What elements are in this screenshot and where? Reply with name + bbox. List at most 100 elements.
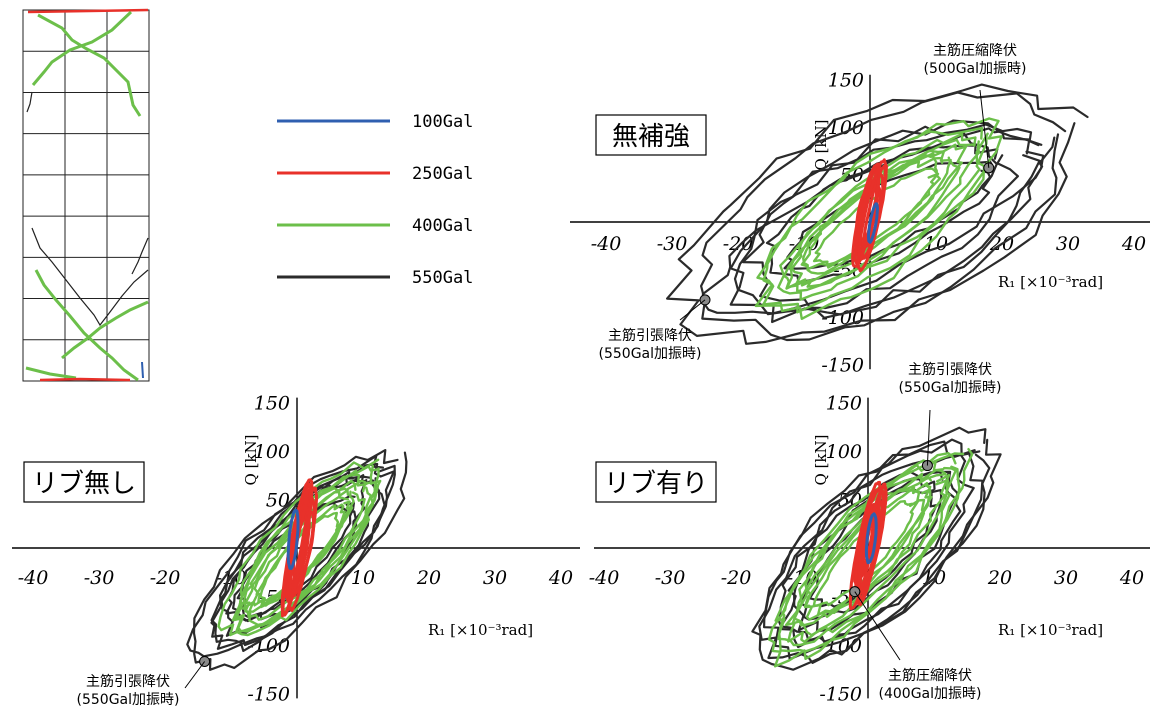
x-axis-title: R₁ [×10⁻³rad] (428, 621, 533, 639)
hysteresis-loop (729, 119, 1045, 324)
hysteresis-loop (242, 479, 373, 628)
crack-black-2 (31, 227, 149, 327)
x-tick-label: -40 (589, 567, 620, 589)
hysteresis-loop (765, 144, 1004, 284)
x-tick-label: 20 (987, 567, 1012, 589)
hysteresis-loop (790, 149, 961, 288)
hysteresis-loop (800, 157, 941, 270)
x-tick-label: -20 (150, 567, 181, 589)
x-tick-label: 40 (1121, 233, 1146, 255)
annotation-text: (500Gal加振時) (924, 61, 1027, 77)
hysteresis-loop (234, 465, 380, 633)
y-tick-label: 100 (254, 441, 290, 463)
hysteresis-loop (259, 511, 340, 605)
hysteresis-loop (767, 448, 974, 668)
x-tick-label: 30 (483, 567, 507, 589)
annotation-leader (854, 591, 901, 661)
hysteresis-loop (778, 453, 975, 649)
y-tick-label: 100 (828, 117, 864, 139)
annotation-text: 主筋圧縮降伏 (933, 42, 1017, 59)
crack-red-top (27, 8, 149, 14)
annotation-text: 主筋引張降伏 (908, 361, 992, 378)
x-tick-label: 20 (416, 567, 441, 589)
y-tick-label: 100 (826, 441, 862, 463)
crack-green-1 (37, 13, 142, 117)
panel-label-box (595, 114, 707, 156)
x-tick-label: -30 (84, 567, 115, 589)
x-tick-label: 30 (1056, 233, 1080, 255)
legend: 100Gal 250Gal 400Gal 550Gal (277, 112, 473, 288)
x-tick-label: 10 (351, 567, 375, 589)
y-axis-title: Q [kN] (242, 435, 260, 486)
hysteresis-loop (666, 83, 1089, 345)
hysteresis-loop (751, 426, 1002, 671)
x-tick-label: 40 (548, 567, 573, 589)
panel-label: リブ有り (604, 469, 708, 499)
hysteresis-loop (286, 508, 300, 570)
annotation-text: (550Gal加振時) (77, 692, 180, 708)
annotation-text: (550Gal加振時) (899, 380, 1002, 396)
y-tick-label: -150 (821, 355, 864, 377)
annotation-leader (979, 89, 990, 168)
hysteresis-loop (864, 512, 878, 565)
hysteresis-loop (287, 486, 318, 612)
x-tick-label: -40 (18, 567, 49, 589)
y-axis-title: Q [kN] (812, 435, 830, 486)
crack-black-1 (26, 91, 33, 113)
annotation-leader (926, 409, 931, 466)
annotation-text: (550Gal加振時) (599, 346, 702, 362)
x-tick-label: 40 (1119, 567, 1144, 589)
panel-with-rib: -40 -30 -20 -10 10 20 30 4015010050-50-100-150Q… (589, 361, 1150, 706)
y-tick-label: 150 (826, 393, 862, 415)
legend-label: 250Gal (412, 164, 473, 184)
hysteresis-loop (192, 449, 408, 671)
annotation-leader (184, 661, 206, 689)
panel-label: 無補強 (612, 122, 690, 152)
panel-no-reinforcement: -40 -30 -20 -10 10 20 30 4015010050-50-100-150Q… (570, 42, 1150, 377)
crack-red-bottom (39, 377, 131, 382)
crack-lines (25, 8, 149, 382)
x-tick-label: -30 (655, 567, 686, 589)
annotation-leader (679, 299, 706, 321)
crack-diagram (22, 8, 150, 382)
hysteresis-loop (856, 158, 888, 273)
crack-blue (141, 361, 144, 379)
legend-label: 550Gal (412, 268, 473, 288)
crack-green-4 (61, 300, 149, 360)
hysteresis-loop (867, 202, 879, 244)
y-tick-label: 50 (266, 490, 290, 512)
hysteresis-loop (777, 132, 988, 301)
series-100Gal (286, 508, 300, 570)
series-250Gal (851, 158, 888, 273)
y-tick-label: 150 (828, 70, 864, 92)
y-tick-label: 150 (254, 393, 290, 415)
y-axis-title: Q [kN] (812, 120, 830, 171)
x-tick-label: -30 (657, 233, 688, 255)
crack-diagram-frame (22, 9, 150, 382)
panel-label-box (595, 461, 717, 503)
crack-green-2 (31, 10, 133, 86)
crack-diagram-grid (23, 10, 149, 381)
crack-green-3 (34, 269, 139, 382)
panel-label: リブ無し (32, 469, 136, 499)
series-100Gal (867, 202, 879, 244)
series-400Gal (754, 117, 1003, 320)
x-axis-title: R₁ [×10⁻³rad] (998, 273, 1103, 291)
y-tick-label: -150 (247, 684, 290, 706)
hysteresis-loop (848, 480, 882, 611)
crack-green-5 (25, 366, 77, 380)
crack-black-3 (131, 237, 149, 275)
hysteresis-loop (758, 438, 991, 664)
legend-label: 100Gal (412, 112, 473, 132)
hysteresis-loop (741, 131, 1019, 310)
x-axis-title: R₁ [×10⁻³rad] (998, 621, 1103, 639)
annotation-text: 主筋引張降伏 (608, 327, 692, 344)
x-tick-label: -20 (721, 567, 752, 589)
panel-no-rib: -40 -30 -20 -10 10 20 30 4015010050-50-100-150Q… (12, 393, 580, 708)
hysteresis-loop (786, 138, 981, 293)
hysteresis-loop (754, 117, 1003, 314)
series-100Gal (864, 512, 878, 565)
panel-label-box (23, 461, 145, 503)
annotation-text: (400Gal加振時) (879, 686, 982, 702)
